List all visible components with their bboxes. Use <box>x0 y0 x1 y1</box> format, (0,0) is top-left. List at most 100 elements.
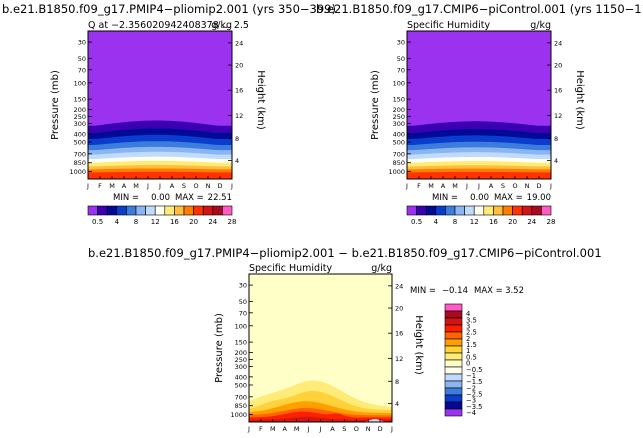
pressure-tick-label: 200 <box>235 349 247 357</box>
pressure-tick-label: 50 <box>397 55 405 63</box>
month-tick-label: D <box>378 425 383 433</box>
panel-pliomip-subtitle: Q at −2.356020942408378 ... 2.5 <box>88 20 249 31</box>
height-tick-label: 24 <box>235 39 243 47</box>
pressure-tick-label: 700 <box>235 393 247 401</box>
colorbar-tick-label: 0.5 <box>411 218 422 226</box>
panel-picontrol-ylabel-right: Height (km) <box>574 70 585 130</box>
pressure-tick-label: 200 <box>74 106 86 114</box>
month-tick-label: N <box>525 182 530 190</box>
pressure-tick-label: 400 <box>74 130 86 138</box>
height-tick-label: 24 <box>395 282 403 290</box>
month-tick-label: A <box>122 182 127 190</box>
month-tick-label: O <box>512 182 517 190</box>
colorbar-tick-label: 0 <box>466 360 470 368</box>
month-tick-label: F <box>98 182 102 190</box>
colorbar-swatch <box>444 331 463 340</box>
pressure-tick-label: 200 <box>393 106 405 114</box>
colorbar-swatch <box>521 205 533 216</box>
pressure-tick-label: 500 <box>235 382 247 390</box>
panel-difference-ylabel: Pressure (mb) <box>214 313 225 383</box>
panel-difference-title: b.e21.B1850.f09_g17.PMIP4−pliomip2.001 −… <box>88 246 602 260</box>
month-tick-label: J <box>465 182 468 190</box>
colorbar-tick-label: −1.5 <box>466 378 483 386</box>
colorbar-swatch <box>531 205 542 216</box>
height-tick-label: 12 <box>235 112 243 120</box>
colorbar-tick-label: 1.5 <box>466 341 477 349</box>
pressure-tick-label: 50 <box>78 55 86 63</box>
colorbar-swatch <box>444 401 463 410</box>
month-tick-label: M <box>109 182 115 190</box>
pressure-tick-label: 400 <box>393 130 405 138</box>
panel-difference-colorbar: 43.532.521.510.50−0.5−1−1.5−2−2.5−3−3.5−… <box>444 303 483 417</box>
height-tick-label: 4 <box>395 400 399 408</box>
colorbar-tick-label: 24 <box>527 218 536 226</box>
colorbar-swatch <box>145 205 156 216</box>
panel-picontrol-field <box>407 31 551 179</box>
height-tick-label: 8 <box>554 135 558 143</box>
pressure-tick-label: 70 <box>78 66 86 74</box>
colorbar-tick-label: −0.5 <box>466 366 483 374</box>
colorbar-swatch <box>193 205 204 216</box>
colorbar-swatch <box>87 205 98 216</box>
panel-picontrol-title: b.e21.B1850.f09_g17.CMIP6−piControl.001 … <box>316 2 643 16</box>
panel-picontrol-min-value: 0.00 <box>470 193 489 203</box>
colorbar-swatch <box>444 394 463 403</box>
panel-difference-min-value: −0.14 <box>442 286 468 296</box>
panel-pliomip-ylabel: Pressure (mb) <box>50 70 61 140</box>
pressure-tick-label: 100 <box>74 79 86 87</box>
month-tick-label: J <box>247 425 250 433</box>
pressure-tick-label: 30 <box>78 39 86 47</box>
colorbar-swatch <box>126 205 137 216</box>
pressure-tick-label: 150 <box>393 96 405 104</box>
height-tick-label: 8 <box>395 378 399 386</box>
colorbar-tick-label: 4 <box>115 218 120 226</box>
month-tick-label: J <box>405 182 408 190</box>
month-tick-label: J <box>319 425 322 433</box>
colorbar-swatch <box>444 324 463 333</box>
pressure-tick-label: 500 <box>393 139 405 147</box>
month-tick-label: D <box>536 182 541 190</box>
panel-difference-ylabel-right: Height (km) <box>413 315 424 375</box>
height-tick-label: 12 <box>395 355 403 363</box>
colorbar-tick-label: 20 <box>189 218 198 226</box>
colorbar-swatch <box>444 303 463 312</box>
pressure-tick-label: 400 <box>235 373 247 381</box>
panel-difference-subtitle: Specific Humidity <box>249 263 332 274</box>
height-tick-label: 4 <box>235 157 239 165</box>
height-tick-label: 24 <box>554 39 562 47</box>
colorbar-swatch <box>502 205 513 216</box>
height-tick-label: 20 <box>395 305 403 313</box>
colorbar-tick-label: 0.5 <box>92 218 103 226</box>
colorbar-swatch <box>444 373 463 382</box>
panel-pliomip-title: b.e21.B1850.f09_g17.PMIP4−pliomip2.001 (… <box>2 2 336 16</box>
panel-pliomip: b.e21.B1850.f09_g17.PMIP4−pliomip2.001 (… <box>2 2 336 226</box>
colorbar-tick-label: 2 <box>466 335 470 343</box>
panel-pliomip-min-value: 0.00 <box>151 193 170 203</box>
colorbar-swatch <box>106 205 118 216</box>
panel-picontrol-units: g/kg <box>530 20 551 31</box>
month-tick-label: O <box>354 425 359 433</box>
colorbar-swatch <box>444 345 463 354</box>
colorbar-swatch <box>444 310 463 319</box>
colorbar-swatch <box>164 205 175 216</box>
month-tick-label: A <box>170 182 175 190</box>
month-tick-label: S <box>501 182 505 190</box>
month-tick-label: J <box>158 182 161 190</box>
colorbar-swatch <box>135 205 146 216</box>
colorbar-swatch <box>444 387 463 396</box>
panel-difference-units: g/kg <box>371 263 392 274</box>
colorbar-tick-label: −4 <box>466 409 476 417</box>
pressure-tick-label: 50 <box>239 298 247 306</box>
colorbar-swatch <box>541 205 552 216</box>
month-tick-label: J <box>390 425 393 433</box>
pressure-tick-label: 150 <box>235 339 247 347</box>
panel-difference-min-label: MIN = <box>410 286 436 296</box>
panel-pliomip-ylabel-right: Height (km) <box>255 70 266 130</box>
panel-pliomip-max-label: MAX = <box>175 193 204 203</box>
month-tick-label: M <box>133 182 139 190</box>
colorbar-swatch <box>473 205 485 216</box>
height-tick-label: 8 <box>235 135 239 143</box>
colorbar-tick-label: 20 <box>508 218 517 226</box>
